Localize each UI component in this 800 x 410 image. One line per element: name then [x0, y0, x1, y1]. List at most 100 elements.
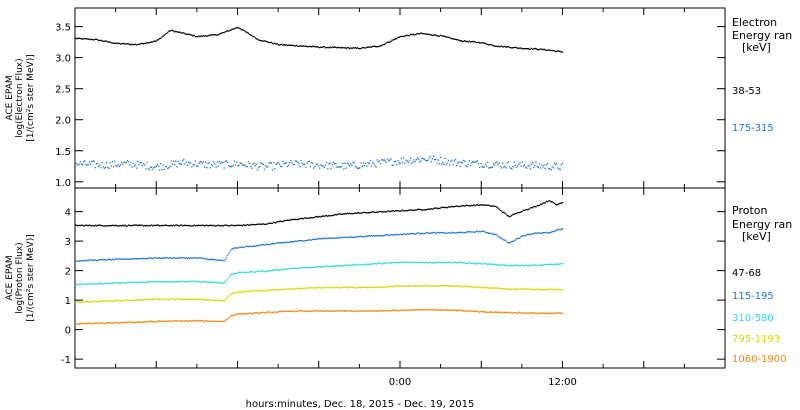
- data-point-proton-310-580: [485, 263, 488, 265]
- data-point-proton-115-195: [543, 231, 545, 234]
- data-point-proton-1060-1900: [510, 312, 512, 314]
- data-point-proton-47-68: [313, 217, 315, 219]
- data-point-proton-795-1193: [85, 300, 87, 302]
- data-point-proton-1060-1900: [264, 311, 267, 314]
- data-point-proton-1060-1900: [199, 320, 201, 322]
- data-point-proton-310-580: [241, 271, 244, 273]
- data-point-proton-795-1193: [520, 288, 522, 290]
- data-point-proton-47-68: [323, 215, 325, 217]
- data-point-proton-310-580: [388, 262, 390, 264]
- data-point-electron-38-53: [174, 31, 176, 33]
- data-point-proton-115-195: [419, 233, 421, 235]
- data-point-proton-1060-1900: [317, 310, 320, 312]
- data-point-proton-115-195: [236, 247, 238, 249]
- data-point-proton-47-68: [376, 211, 378, 213]
- data-point-proton-47-68: [212, 225, 214, 227]
- data-point-proton-47-68: [203, 225, 206, 227]
- data-point-proton-47-68: [286, 219, 289, 221]
- data-point-proton-115-195: [218, 259, 221, 261]
- data-point-proton-795-1193: [397, 285, 399, 287]
- data-point-proton-47-68: [384, 211, 386, 213]
- data-point-proton-47-68: [276, 221, 278, 223]
- data-point-proton-310-580: [385, 262, 388, 264]
- data-point-proton-1060-1900: [499, 311, 501, 313]
- data-point-proton-310-580: [312, 267, 314, 269]
- data-point-proton-1060-1900: [103, 322, 106, 325]
- data-point-proton-795-1193: [100, 300, 102, 302]
- data-point-proton-115-195: [226, 254, 229, 257]
- data-point-electron-38-53: [114, 42, 116, 44]
- data-point-proton-310-580: [81, 283, 84, 285]
- data-point-proton-47-68: [170, 224, 172, 226]
- data-point-proton-47-68: [96, 224, 99, 226]
- data-point-proton-310-580: [278, 269, 280, 271]
- data-point-proton-115-195: [482, 230, 484, 232]
- data-point-electron-175-315: [415, 159, 417, 161]
- data-point-proton-47-68: [481, 204, 483, 206]
- data-point-proton-1060-1900: [129, 321, 131, 323]
- data-point-proton-795-1193: [362, 286, 365, 288]
- data-point-proton-47-68: [430, 208, 432, 210]
- data-point-proton-115-195: [182, 257, 184, 259]
- data-point-proton-47-68: [269, 222, 271, 224]
- data-point-proton-115-195: [530, 233, 533, 235]
- data-point-electron-175-315: [184, 163, 186, 165]
- data-point-electron-38-53: [529, 48, 531, 50]
- data-point-proton-47-68: [122, 224, 124, 226]
- data-point-proton-1060-1900: [362, 310, 365, 313]
- data-point-proton-795-1193: [342, 286, 344, 289]
- data-point-proton-310-580: [290, 268, 292, 270]
- data-point-proton-47-68: [132, 224, 134, 226]
- legend-entry-proton: 1060-1900: [732, 354, 787, 365]
- data-point-proton-1060-1900: [544, 312, 546, 314]
- data-point-electron-175-315: [477, 162, 480, 165]
- data-point-proton-1060-1900: [301, 310, 304, 313]
- data-point-proton-1060-1900: [355, 310, 358, 312]
- data-point-proton-115-195: [504, 239, 506, 241]
- legend-entry-proton: 115-195: [732, 291, 774, 302]
- data-point-proton-47-68: [484, 204, 487, 206]
- data-point-electron-38-53: [350, 47, 352, 49]
- legend-title-electron: [keV]: [742, 41, 771, 54]
- data-point-proton-795-1193: [259, 290, 261, 292]
- data-point-proton-47-68: [202, 224, 205, 226]
- data-point-electron-38-53: [245, 31, 247, 33]
- data-point-proton-115-195: [458, 231, 460, 234]
- data-point-proton-795-1193: [236, 292, 238, 294]
- data-point-electron-175-315: [155, 165, 157, 167]
- data-point-electron-175-315: [437, 159, 439, 161]
- data-point-proton-1060-1900: [253, 312, 255, 314]
- data-point-electron-38-53: [450, 37, 452, 39]
- data-point-electron-175-315: [293, 163, 295, 166]
- data-point-electron-38-53: [200, 35, 202, 37]
- data-point-electron-175-315: [93, 160, 95, 162]
- data-point-proton-795-1193: [555, 289, 557, 291]
- data-point-proton-1060-1900: [415, 308, 417, 311]
- data-point-electron-38-53: [355, 47, 358, 49]
- data-point-electron-175-315: [237, 165, 239, 167]
- data-point-electron-175-315: [156, 164, 158, 166]
- data-point-proton-795-1193: [454, 285, 457, 287]
- data-point-proton-1060-1900: [367, 310, 369, 312]
- data-point-proton-47-68: [353, 212, 355, 214]
- data-point-proton-47-68: [114, 224, 116, 226]
- data-point-proton-795-1193: [495, 287, 497, 289]
- data-point-proton-115-195: [411, 232, 413, 234]
- data-point-proton-115-195: [252, 245, 254, 248]
- data-point-proton-795-1193: [223, 300, 225, 302]
- data-point-proton-795-1193: [161, 298, 163, 300]
- data-point-proton-310-580: [103, 283, 106, 285]
- data-point-proton-47-68: [449, 206, 451, 208]
- data-point-electron-175-315: [548, 167, 550, 170]
- data-point-proton-115-195: [289, 241, 291, 243]
- data-point-electron-38-53: [325, 46, 328, 49]
- data-point-proton-47-68: [388, 210, 390, 212]
- data-point-proton-47-68: [386, 210, 389, 212]
- data-point-proton-795-1193: [275, 289, 277, 291]
- data-point-proton-1060-1900: [533, 312, 535, 314]
- data-point-proton-115-195: [370, 235, 373, 237]
- data-point-electron-38-53: [305, 45, 307, 47]
- data-point-electron-175-315: [169, 165, 171, 167]
- data-point-proton-795-1193: [339, 287, 341, 289]
